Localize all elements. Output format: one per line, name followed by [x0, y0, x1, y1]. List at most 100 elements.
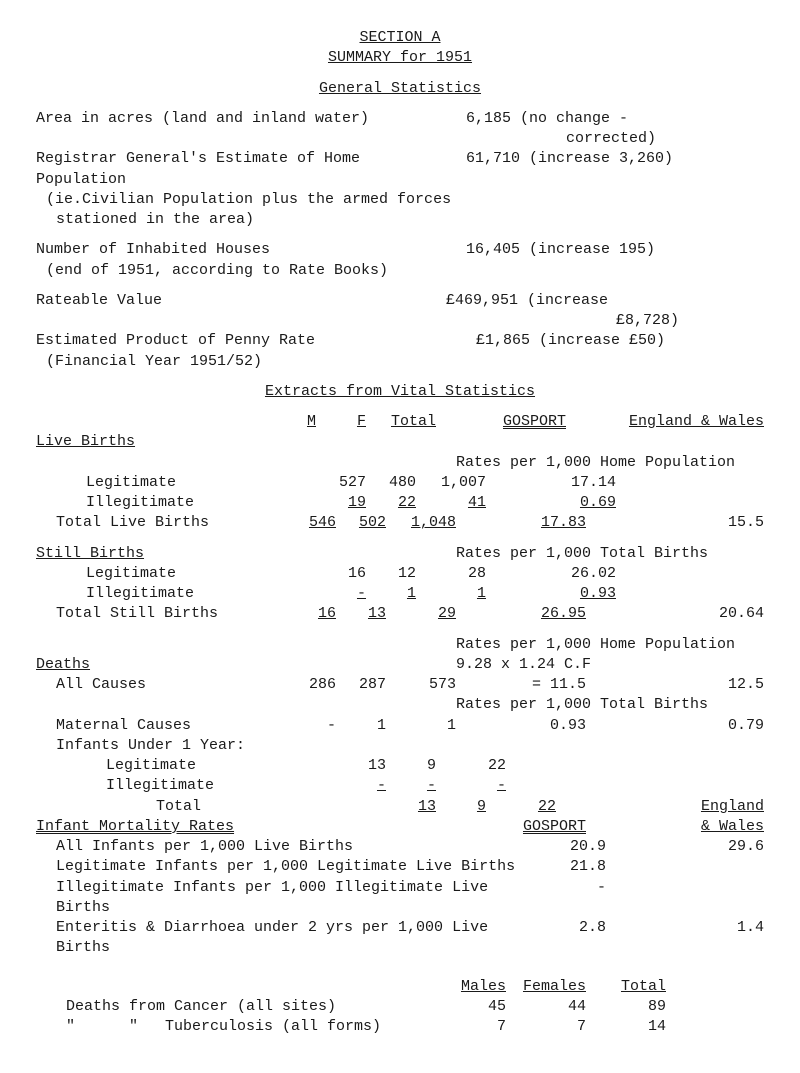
inf-legit-f: 9 [386, 756, 436, 776]
legit-label: Legitimate [36, 473, 316, 493]
legit-t: 1,007 [416, 473, 486, 493]
cancer-f: 44 [506, 997, 586, 1017]
maternal-t: 1 [386, 716, 456, 736]
col-f: F [357, 413, 366, 430]
s-illegit-label: Illegitimate [36, 584, 316, 604]
maternal-ew: 0.79 [586, 716, 764, 736]
inf-total-t: 22 [538, 798, 556, 815]
deaths-heading: Deaths [36, 656, 90, 673]
imr3-label: Illegitimate Infants per 1,000 Illegitim… [36, 878, 526, 919]
houses-label: Number of Inhabited Houses [36, 240, 456, 260]
all-t: 573 [386, 675, 456, 695]
all-ew: 12.5 [586, 675, 764, 695]
all-m: 286 [286, 675, 336, 695]
inf-illegit-t: - [497, 777, 506, 794]
registrar-sub1: (ie.Civilian Population plus the armed f… [36, 190, 764, 210]
total-live-g: 17.83 [541, 514, 586, 531]
illegit-g: 0.69 [580, 494, 616, 511]
imr1-a: 20.9 [526, 837, 606, 857]
extracts-heading: Extracts from Vital Statistics [265, 383, 535, 400]
area-value: 6,185 (no change - [456, 109, 764, 129]
penny-value: £1,865 (increase £50) [436, 331, 764, 351]
col-ew: England & Wales [629, 413, 764, 430]
rateable-label: Rateable Value [36, 291, 436, 311]
tb-t: 14 [586, 1017, 666, 1037]
total-live-label: Total Live Births [36, 513, 286, 533]
inf-legit-t: 22 [436, 756, 506, 776]
imr3-a: - [526, 878, 606, 919]
all-f: 287 [336, 675, 386, 695]
s-legit-label: Legitimate [36, 564, 316, 584]
maternal-g: 0.93 [456, 716, 586, 736]
total-still-f: 13 [368, 605, 386, 622]
illegit-t: 41 [468, 494, 486, 511]
s-legit-f: 12 [366, 564, 416, 584]
s-illegit-t: 1 [477, 585, 486, 602]
inf-legit-label: Legitimate [36, 756, 336, 776]
rates-home-pop: Rates per 1,000 Home Population [436, 635, 764, 655]
penny-sub: (Financial Year 1951/52) [36, 352, 764, 372]
imr1-b: 29.6 [606, 837, 764, 857]
s-illegit-f: 1 [407, 585, 416, 602]
inf-illegit-f: - [427, 777, 436, 794]
inf-total-m: 13 [418, 798, 436, 815]
total-still-t: 29 [438, 605, 456, 622]
legit-m: 527 [316, 473, 366, 493]
total-live-ew: 15.5 [586, 513, 764, 533]
total-still-m: 16 [318, 605, 336, 622]
imr-heading: Infant Mortality Rates [36, 818, 234, 835]
s-illegit-g: 0.93 [580, 585, 616, 602]
legit-f: 480 [366, 473, 416, 493]
inf-legit-m: 13 [336, 756, 386, 776]
imr4-label: Enteritis & Diarrhoea under 2 yrs per 1,… [36, 918, 526, 959]
rates-per-pop: Rates per 1,000 Home Population [436, 453, 764, 473]
wales2: & Wales [701, 818, 764, 835]
maternal-f: 1 [336, 716, 386, 736]
s-legit-t: 28 [416, 564, 486, 584]
cancer-label: Deaths from Cancer (all sites) [36, 997, 426, 1017]
houses-value: 16,405 (increase 195) [456, 240, 764, 260]
cancer-t: 89 [586, 997, 666, 1017]
imr4-b: 1.4 [606, 918, 764, 959]
illegit-f: 22 [398, 494, 416, 511]
imr4-a: 2.8 [526, 918, 606, 959]
summary-heading: SUMMARY for 1951 [328, 49, 472, 66]
total-still-ew: 20.64 [586, 604, 764, 624]
registrar-value: 61,710 (increase 3,260) [456, 149, 764, 190]
col-m: M [307, 413, 316, 430]
cause-males: Males [461, 978, 506, 995]
inf-total-label: Total [36, 797, 386, 817]
area-label: Area in acres (land and inland water) [36, 109, 456, 129]
imr1-label: All Infants per 1,000 Live Births [36, 837, 526, 857]
total-still-g: 26.95 [541, 605, 586, 622]
col-total: Total [391, 413, 436, 430]
england-label: England [686, 797, 764, 817]
all-g: = 11.5 [456, 675, 586, 695]
rates-tot-births: Rates per 1,000 Total Births [436, 695, 764, 715]
inf-illegit-label: Illegitimate [36, 776, 336, 796]
cause-females: Females [523, 978, 586, 995]
tb-label: " " Tuberculosis (all forms) [36, 1017, 426, 1037]
legit-g: 17.14 [486, 473, 616, 493]
all-causes-label: All Causes [36, 675, 286, 695]
inf-illegit-m: - [377, 777, 386, 794]
registrar-label: Registrar General's Estimate of Home Pop… [36, 149, 456, 190]
total-live-t: 1,048 [411, 514, 456, 531]
total-still-label: Total Still Births [36, 604, 286, 624]
illegit-m: 19 [348, 494, 366, 511]
cause-total: Total [621, 978, 666, 995]
still-births-heading: Still Births [36, 545, 144, 562]
infants-u1: Infants Under 1 Year: [36, 736, 286, 756]
gosport2: GOSPORT [523, 818, 586, 835]
col-gosport: GOSPORT [503, 413, 566, 430]
deaths-cf: 9.28 x 1.24 C.F [436, 655, 764, 675]
general-heading: General Statistics [319, 80, 481, 97]
registrar-sub2: stationed in the area) [36, 210, 764, 230]
s-legit-m: 16 [316, 564, 366, 584]
imr2-a: 21.8 [526, 857, 606, 877]
rateable-value-2: £8,728) [436, 311, 764, 331]
s-illegit-m: - [357, 585, 366, 602]
rates-per-total: Rates per 1,000 Total Births [436, 544, 764, 564]
maternal-label: Maternal Causes [36, 716, 286, 736]
live-births-heading: Live Births [36, 433, 135, 450]
